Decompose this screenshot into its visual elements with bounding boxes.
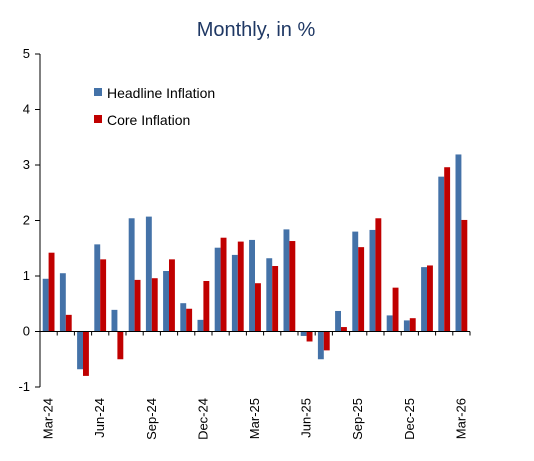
bar-headline	[249, 239, 255, 332]
bar-headline	[77, 331, 83, 370]
x-axis: Mar-24 Jun-24 Sep-24 Dec-24 Mar-25 Jun-25 Sep-…	[39, 331, 471, 440]
bar-core	[134, 279, 141, 332]
y-tick-label: 3	[23, 157, 30, 172]
x-tick-label: Sep-25	[350, 398, 365, 440]
bar-core	[289, 241, 296, 332]
bar-core	[220, 237, 227, 332]
x-tick-label: Mar-25	[247, 398, 262, 439]
legend-swatch-headline	[94, 88, 102, 96]
bar-core	[186, 308, 193, 332]
bar-headline	[145, 216, 152, 332]
bar-headline	[369, 229, 376, 332]
bar-core	[375, 218, 382, 332]
bar-core	[306, 331, 313, 342]
bar-headline	[214, 247, 221, 332]
y-tick-label: 4	[23, 102, 30, 117]
bar-headline	[180, 303, 187, 332]
bar-headline	[421, 267, 427, 332]
x-tick-label: Mar-24	[41, 398, 56, 439]
bar-headline	[352, 231, 359, 332]
bar-core	[272, 266, 279, 332]
bar-headline	[283, 229, 290, 332]
legend-label-core: Core Inflation	[107, 112, 190, 128]
bar-core	[255, 283, 261, 332]
bar-core	[461, 219, 468, 332]
bar-core	[444, 167, 451, 332]
bar-core	[237, 241, 244, 332]
bar-headline	[111, 309, 118, 332]
bar-headline	[231, 254, 238, 332]
bar-headline	[94, 244, 101, 332]
bar-core	[392, 287, 399, 332]
bar-headline	[335, 310, 341, 332]
x-tick-label: Jun-25	[299, 398, 314, 438]
bar-headline	[455, 154, 462, 332]
bar-core	[203, 280, 210, 332]
bar-core	[48, 252, 55, 332]
bar-headline	[197, 319, 204, 332]
bar-headline	[438, 176, 445, 332]
bar-headline	[403, 320, 410, 332]
bar-headline	[42, 278, 49, 332]
bar-headline	[59, 273, 66, 332]
bar-core	[117, 331, 124, 360]
bar-core	[427, 265, 433, 332]
bar-core	[65, 314, 72, 332]
bars	[42, 154, 468, 376]
y-tick-label: 0	[23, 324, 30, 339]
legend-label-headline: Headline Inflation	[107, 85, 215, 101]
bar-core	[341, 327, 347, 332]
x-tick-label: Dec-25	[402, 398, 417, 440]
x-tick-label: Sep-24	[144, 398, 159, 440]
y-tick-label: 5	[23, 46, 30, 61]
x-tick-label: Mar-26	[453, 398, 468, 439]
bar-core	[169, 259, 175, 332]
bar-core	[83, 331, 89, 376]
bar-core	[151, 278, 158, 332]
bar-core	[409, 318, 416, 332]
y-tick-label: -1	[18, 379, 30, 394]
y-tick-label: 2	[23, 213, 30, 228]
bar-headline	[300, 331, 307, 336]
bar-core	[323, 331, 330, 351]
bar-headline	[163, 271, 169, 332]
bar-headline	[128, 218, 135, 332]
legend: Headline Inflation Core Inflation	[94, 85, 215, 128]
bar-core	[100, 259, 107, 332]
chart-title: Monthly, in %	[197, 19, 316, 41]
bar-headline	[317, 331, 324, 360]
y-axis: -1 0 1 2 3 4 5	[18, 46, 41, 394]
bar-core	[358, 247, 365, 332]
y-tick-label: 1	[23, 268, 30, 283]
x-tick-label: Dec-24	[195, 398, 210, 440]
x-tick-label: Jun-24	[92, 398, 107, 438]
legend-swatch-core	[94, 115, 102, 123]
bar-headline	[266, 258, 273, 332]
bar-headline	[386, 315, 393, 332]
